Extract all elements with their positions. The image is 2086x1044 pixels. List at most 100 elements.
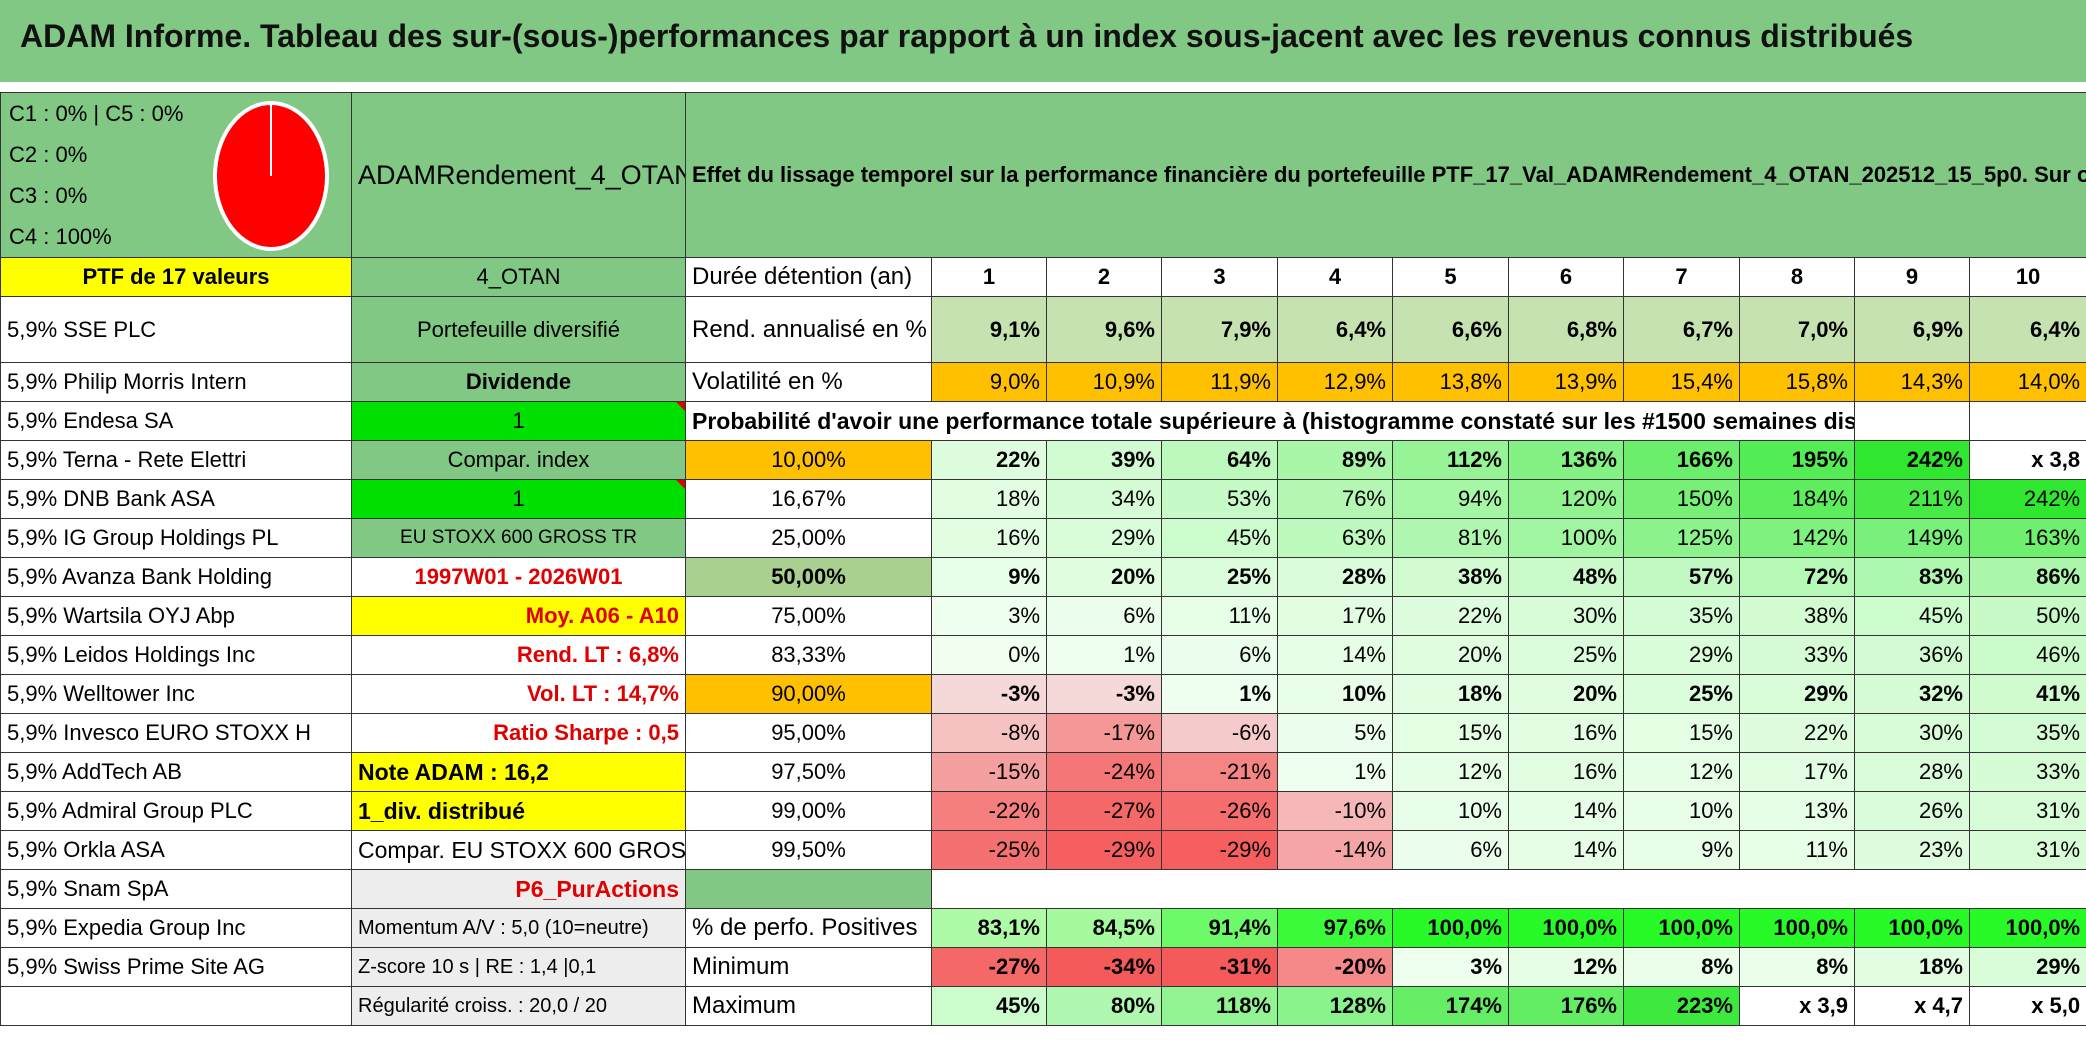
probability-cell: 150% (1623, 479, 1740, 519)
legend-c2: C2 : 0% (9, 142, 88, 167)
allocation-legend: C1 : 0% | C5 : 0% C2 : 0% C3 : 0% C4 : 1… (0, 92, 352, 258)
probability-cell: 89% (1277, 440, 1393, 480)
probability-cell: 26% (1854, 791, 1970, 831)
holding-name: 5,9% Philip Morris Intern (0, 362, 352, 402)
positive-value: 100,0% (1508, 908, 1624, 948)
empty-cell (1854, 401, 1970, 441)
rend-value: 9,6% (1046, 296, 1162, 363)
positive-value: 100,0% (1739, 908, 1855, 948)
momentum-label: Momentum A/V : 5,0 (10=neutre) (351, 908, 686, 948)
blank-green-cell (685, 869, 932, 909)
toggle-cell-1[interactable]: 1 (351, 401, 686, 441)
positive-value: 97,6% (1277, 908, 1393, 948)
probability-cell: 25% (1508, 635, 1624, 675)
maximum-value: x 5,0 (1968, 986, 2086, 1026)
probability-cell: 10% (1392, 791, 1509, 831)
holding-name: 5,9% Terna - Rete Elettri (0, 440, 352, 480)
toggle-cell-2[interactable]: 1 (351, 479, 686, 519)
probability-cell: -15% (931, 752, 1047, 792)
probability-cell: 16% (1508, 713, 1624, 753)
probability-cell: -29% (1161, 830, 1278, 870)
probability-cell: 10% (1277, 674, 1393, 714)
probability-cell: 195% (1739, 440, 1855, 480)
year-header: 5 (1392, 257, 1509, 297)
holding-name: 5,9% Avanza Bank Holding (0, 557, 352, 597)
rend-value: 6,4% (1968, 296, 2086, 363)
probability-level: 95,00% (685, 713, 932, 753)
probability-cell: 41% (1968, 674, 2086, 714)
maximum-value: 128% (1277, 986, 1393, 1026)
year-header: 1 (931, 257, 1047, 297)
probability-cell: 57% (1623, 557, 1740, 597)
maximum-value: 45% (931, 986, 1047, 1026)
probability-cell: 38% (1739, 596, 1855, 636)
probability-cell: 23% (1854, 830, 1970, 870)
holding-name: 5,9% Endesa SA (0, 401, 352, 441)
vol-value: 14,0% (1968, 362, 2086, 402)
legend-c1-c5: C1 : 0% | C5 : 0% (9, 101, 184, 126)
performance-table: C1 : 0% | C5 : 0% C2 : 0% C3 : 0% C4 : 1… (0, 92, 2086, 1026)
year-header: 10 (1968, 257, 2086, 297)
probability-cell: 12% (1392, 752, 1509, 792)
maximum-value: x 4,7 (1854, 986, 1970, 1026)
probability-cell: 166% (1623, 440, 1740, 480)
holding-name: 5,9% AddTech AB (0, 752, 352, 792)
maximum-value: 80% (1046, 986, 1162, 1026)
minimum-value: 8% (1623, 947, 1740, 987)
probability-cell: 33% (1739, 635, 1855, 675)
year-header: 2 (1046, 257, 1162, 297)
positive-value: 100,0% (1968, 908, 2086, 948)
probability-cell: -25% (931, 830, 1047, 870)
probability-cell: 1% (1161, 674, 1278, 714)
rend-value: 6,4% (1277, 296, 1393, 363)
probability-cell: 31% (1968, 791, 2086, 831)
probability-cell: 25% (1161, 557, 1278, 597)
vol-value: 15,4% (1623, 362, 1740, 402)
probability-cell: 30% (1508, 596, 1624, 636)
rend-lt-label: Rend. LT : 6,8% (351, 635, 686, 675)
year-header: 9 (1854, 257, 1970, 297)
holding-name: 5,9% Admiral Group PLC (0, 791, 352, 831)
probability-cell: 6% (1046, 596, 1162, 636)
rend-value: 7,9% (1161, 296, 1278, 363)
probability-level: 25,00% (685, 518, 932, 558)
minimum-value: 29% (1968, 947, 2086, 987)
probability-cell: 13% (1739, 791, 1855, 831)
year-header: 8 (1739, 257, 1855, 297)
probability-cell: 63% (1277, 518, 1393, 558)
probability-cell: -3% (1046, 674, 1162, 714)
probability-cell: 25% (1623, 674, 1740, 714)
year-header: 7 (1623, 257, 1740, 297)
probability-cell: 17% (1277, 596, 1393, 636)
period-label: 1997W01 - 2026W01 (351, 557, 686, 597)
minimum-value: -34% (1046, 947, 1162, 987)
holding-name (0, 986, 352, 1026)
probability-cell: 11% (1739, 830, 1855, 870)
portfolio-name: ADAMRendement_4_OTAN_202512_15_5p0 (351, 92, 686, 258)
probability-cell: 18% (931, 479, 1047, 519)
probability-cell: 33% (1968, 752, 2086, 792)
probability-cell: 14% (1508, 830, 1624, 870)
minimum-value: -31% (1161, 947, 1278, 987)
legend-c3: C3 : 0% (9, 183, 88, 208)
allocation-pie-chart (213, 101, 329, 251)
vol-value: 12,9% (1277, 362, 1393, 402)
empty-cell (1968, 401, 2086, 441)
rend-value: 6,8% (1508, 296, 1624, 363)
probability-cell: 1% (1277, 752, 1393, 792)
probability-cell: 16% (1508, 752, 1624, 792)
dividende-label: Dividende (351, 362, 686, 402)
purchase-label: P6_PurActions (351, 869, 686, 909)
otan-label: 4_OTAN (351, 257, 686, 297)
div-label: 1_div. distribué (351, 791, 686, 831)
probability-level: 90,00% (685, 674, 932, 714)
positive-value: 84,5% (1046, 908, 1162, 948)
holding-name: 5,9% SSE PLC (0, 296, 352, 363)
probability-cell: 28% (1854, 752, 1970, 792)
title-bar: ADAM Informe. Tableau des sur-(sous-)per… (0, 0, 2086, 85)
spacer (0, 82, 2086, 92)
probability-cell: 48% (1508, 557, 1624, 597)
vol-label: Volatilité en % (685, 362, 932, 402)
holding-name: 5,9% Welltower Inc (0, 674, 352, 714)
maximum-value: 118% (1161, 986, 1278, 1026)
